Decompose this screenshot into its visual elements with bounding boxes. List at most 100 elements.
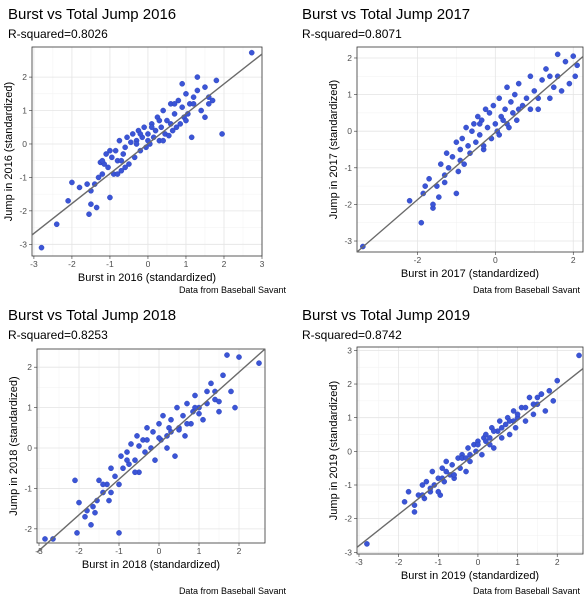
data-point (558, 88, 565, 94)
data-point (482, 106, 489, 113)
data-point (420, 190, 427, 197)
data-point (198, 107, 204, 114)
data-point (220, 372, 226, 379)
data-point (463, 124, 469, 131)
data-point (141, 124, 147, 131)
x-tick-label: 2 (571, 255, 576, 265)
data-point (209, 97, 216, 104)
data-point (93, 204, 100, 211)
y-tick-label: -3 (344, 547, 352, 557)
data-point (164, 445, 170, 451)
y-tick-label: 1 (347, 413, 352, 423)
data-point (550, 398, 557, 404)
data-point (168, 416, 174, 423)
data-point (461, 161, 467, 167)
x-axis-title: Burst in 2017 (standardized) (401, 268, 539, 280)
data-point (490, 445, 497, 451)
data-point (177, 121, 184, 127)
data-point (490, 428, 497, 434)
data-point (411, 509, 418, 515)
y-tick-label: 1 (22, 106, 27, 116)
data-point (95, 174, 102, 181)
data-point (156, 117, 163, 124)
data-point (401, 499, 408, 505)
data-point (512, 91, 518, 98)
data-point (232, 404, 238, 411)
scatter-plot: -3 -2 -1 0 1 2 -3 -2 -1 0 1 2 3 Burst in 2019 (standa… (328, 345, 584, 582)
data-point (128, 441, 134, 447)
data-point (86, 211, 92, 217)
data-point (69, 179, 75, 186)
y-axis-title: Jump in 2017 (standardized) (328, 80, 340, 219)
data-point (116, 481, 122, 488)
x-tick-label: -2 (68, 259, 76, 269)
y-tick-label: 1 (347, 90, 352, 100)
data-point (522, 418, 529, 424)
data-point (192, 404, 198, 411)
y-tick-label: -3 (19, 239, 27, 249)
data-point (204, 388, 210, 395)
chart-title: Burst vs Total Jump 2018 (8, 307, 177, 324)
data-point (156, 420, 162, 427)
x-tick-label: 3 (260, 259, 265, 269)
data-point (542, 408, 549, 414)
data-point (124, 134, 130, 141)
data-point (171, 101, 178, 107)
data-point (216, 408, 222, 415)
data-point (496, 95, 503, 102)
data-point (150, 429, 156, 435)
x-tick-label: -1 (434, 557, 442, 567)
data-point (236, 354, 242, 360)
data-point (88, 201, 94, 207)
data-point (213, 77, 220, 84)
data-point (471, 121, 477, 127)
regression-line (356, 55, 584, 253)
data-point (490, 102, 497, 109)
y-tick-label: -1 (344, 163, 352, 173)
data-point (423, 478, 430, 485)
data-point (144, 437, 150, 443)
y-axis-title: Jump in 2016 (standardized) (3, 82, 15, 221)
data-point (539, 77, 545, 83)
data-point (169, 127, 176, 134)
data-point (443, 150, 450, 156)
y-axis-title: Jump in 2019 (standardized) (328, 381, 340, 520)
data-point (137, 131, 144, 137)
data-point (129, 131, 136, 137)
data-point (453, 139, 460, 145)
x-tick-label: 0 (476, 557, 481, 567)
data-point (88, 522, 94, 528)
data-point (502, 106, 508, 113)
chart-panel-2018: Burst vs Total Jump 2018 R-squared=0.825… (0, 301, 294, 602)
data-point (484, 124, 491, 131)
data-point (182, 433, 188, 439)
x-tick-label: 0 (493, 255, 498, 265)
data-point (508, 99, 514, 105)
data-point (76, 499, 82, 506)
y-tick-label: 0 (27, 443, 32, 453)
data-point (554, 377, 561, 384)
x-tick-label: 2 (222, 259, 227, 269)
data-point (72, 477, 78, 484)
data-point (158, 124, 165, 131)
data-point (506, 431, 513, 438)
data-point (174, 404, 180, 411)
y-tick-label: 1 (27, 403, 32, 413)
data-point (574, 62, 580, 69)
data-point (90, 503, 96, 510)
data-point (449, 462, 455, 468)
data-point (510, 110, 516, 116)
data-point (196, 410, 202, 417)
data-point (510, 408, 517, 414)
data-point (443, 458, 450, 465)
data-point (122, 164, 128, 171)
data-point (405, 488, 412, 495)
data-point (465, 445, 471, 451)
chart-title: Burst vs Total Jump 2017 (302, 6, 471, 23)
y-tick-label: 2 (347, 379, 352, 389)
data-point (107, 147, 113, 154)
chart-panel-2019: Burst vs Total Jump 2019 R-squared=0.874… (294, 301, 588, 602)
x-tick-label: -1 (106, 259, 114, 269)
data-point (183, 91, 189, 97)
data-point (99, 157, 106, 164)
